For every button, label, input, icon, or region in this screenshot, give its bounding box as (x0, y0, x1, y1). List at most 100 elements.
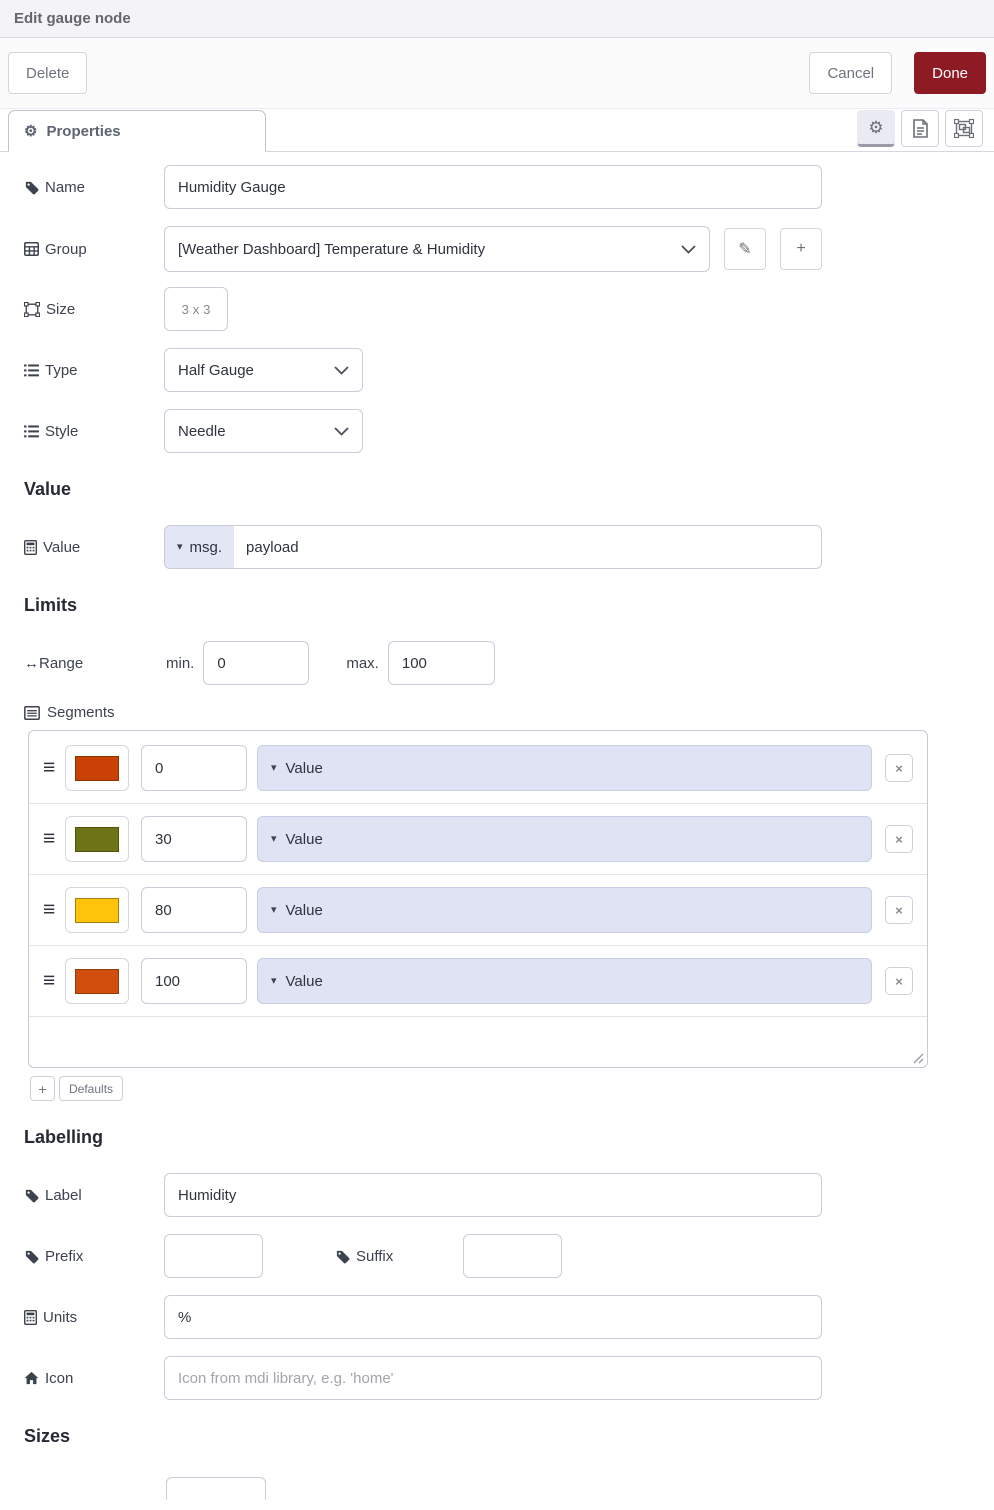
properties-panel: Name Group [Weather Dashboard] Temperatu… (0, 152, 994, 1500)
arrows-h-icon: ↔ (24, 654, 39, 672)
segment-row: ≡ ▾ Value × (29, 804, 927, 875)
segment-remove-button[interactable]: × (885, 825, 913, 853)
segment-row: ≡ ▾ Value × (29, 875, 927, 946)
group-select[interactable]: [Weather Dashboard] Temperature & Humidi… (164, 226, 710, 272)
segment-remove-button[interactable]: × (885, 896, 913, 924)
table-icon (24, 242, 39, 256)
close-icon: × (895, 760, 903, 776)
segment-remove-button[interactable]: × (885, 754, 913, 782)
list-icon (24, 363, 39, 376)
units-label: Units (24, 1309, 164, 1326)
segment-row: ≡ ▾ Value × (29, 946, 927, 1017)
icon-input[interactable] (164, 1356, 822, 1400)
drag-handle-icon[interactable]: ≡ (43, 756, 56, 779)
resize-grip[interactable] (913, 1053, 924, 1064)
gear-icon: ⚙ (24, 122, 38, 140)
dialog-button-bar: Delete Cancel Done (0, 38, 994, 109)
cancel-button[interactable]: Cancel (809, 52, 893, 94)
max-label: max. (346, 654, 379, 672)
type-select[interactable]: Half Gauge (164, 348, 363, 392)
segment-value-input[interactable] (141, 958, 247, 1004)
add-group-button[interactable]: + (780, 228, 822, 270)
list-icon (24, 424, 39, 437)
tab-properties[interactable]: ⚙ Properties (8, 110, 266, 152)
segment-type-select[interactable]: ▾ Value (257, 745, 872, 791)
dialog-header: Edit gauge node (0, 0, 994, 38)
type-label: Type (24, 362, 164, 379)
segment-value-input[interactable] (141, 816, 247, 862)
segment-value-input[interactable] (141, 745, 247, 791)
prefix-label: Prefix (24, 1248, 164, 1265)
range-label: ↔ Range (24, 654, 84, 672)
segments-label: Segments (24, 704, 994, 721)
suffix-input[interactable] (463, 1234, 562, 1278)
add-segment-button[interactable]: + (30, 1076, 55, 1101)
prefix-input[interactable] (164, 1234, 263, 1278)
name-label: Name (24, 179, 164, 196)
color-swatch (75, 826, 119, 852)
segment-color-button[interactable] (65, 887, 129, 933)
segment-row: ≡ ▾ Value × (29, 733, 927, 804)
tag-icon (25, 1250, 39, 1263)
color-swatch (75, 897, 119, 923)
done-button[interactable]: Done (914, 52, 986, 94)
drag-handle-icon[interactable]: ≡ (43, 827, 56, 850)
value-label: Value (24, 539, 164, 556)
value-typed-input[interactable]: ▾ msg. payload (164, 525, 822, 569)
segment-remove-button[interactable]: × (885, 967, 913, 995)
caret-down-icon: ▾ (271, 832, 277, 845)
size-button[interactable]: 3 x 3 (164, 287, 228, 331)
caret-down-icon: ▾ (271, 761, 277, 774)
segment-color-button[interactable] (65, 958, 129, 1004)
sizes-section-heading: Sizes (24, 1426, 71, 1446)
segments-empty-area (29, 1017, 927, 1067)
chevron-down-icon (334, 365, 349, 375)
edit-group-button[interactable]: ✎ (724, 228, 766, 270)
calculator-icon (24, 539, 37, 555)
dialog-title: Edit gauge node (14, 10, 131, 27)
range-max-input[interactable] (387, 641, 495, 685)
prefix-suffix-row: Prefix Suffix (24, 1234, 994, 1278)
value-property[interactable]: payload (246, 538, 299, 556)
segment-value-input[interactable] (141, 887, 247, 933)
description-button[interactable] (901, 110, 939, 147)
close-icon: × (895, 902, 903, 918)
drag-handle-icon[interactable]: ≡ (43, 898, 56, 921)
label-row: Label (24, 1173, 994, 1217)
calculator-icon (24, 1309, 37, 1325)
close-icon: × (895, 831, 903, 847)
delete-button[interactable]: Delete (8, 52, 88, 94)
tab-properties-label: Properties (46, 122, 121, 140)
segment-color-button[interactable] (65, 816, 129, 862)
home-icon (24, 1371, 39, 1385)
size-row: Size 3 x 3 (24, 287, 994, 331)
caret-down-icon: ▾ (271, 974, 277, 987)
label-input[interactable] (164, 1173, 822, 1217)
drag-handle-icon[interactable]: ≡ (43, 969, 56, 992)
pencil-icon: ✎ (738, 241, 752, 258)
type-row: Type Half Gauge (24, 348, 994, 392)
sizes-partial-input[interactable] (166, 1477, 266, 1500)
properties-gear-button[interactable]: ⚙ (857, 110, 895, 147)
style-select[interactable]: Needle (164, 409, 363, 453)
segment-color-button[interactable] (65, 745, 129, 791)
value-row: Value ▾ msg. payload (24, 525, 994, 569)
name-input[interactable] (164, 165, 822, 209)
value-type-selector[interactable]: ▾ msg. (165, 526, 235, 568)
tag-icon (25, 181, 39, 194)
segment-type-select[interactable]: ▾ Value (257, 887, 872, 933)
style-row: Style Needle (24, 409, 994, 453)
gear-icon: ⚙ (868, 117, 884, 137)
object-group-icon (954, 119, 974, 138)
group-row: Group [Weather Dashboard] Temperature & … (24, 226, 994, 272)
appearance-button[interactable] (945, 110, 983, 147)
range-min-input[interactable] (203, 641, 310, 685)
segment-type-select[interactable]: ▾ Value (257, 816, 872, 862)
color-swatch (75, 968, 119, 994)
defaults-button[interactable]: Defaults (59, 1076, 124, 1101)
icon-label: Icon (24, 1370, 164, 1387)
segment-type-select[interactable]: ▾ Value (257, 958, 872, 1004)
style-label: Style (24, 423, 164, 440)
units-input[interactable] (164, 1295, 822, 1339)
tag-icon (336, 1250, 350, 1263)
